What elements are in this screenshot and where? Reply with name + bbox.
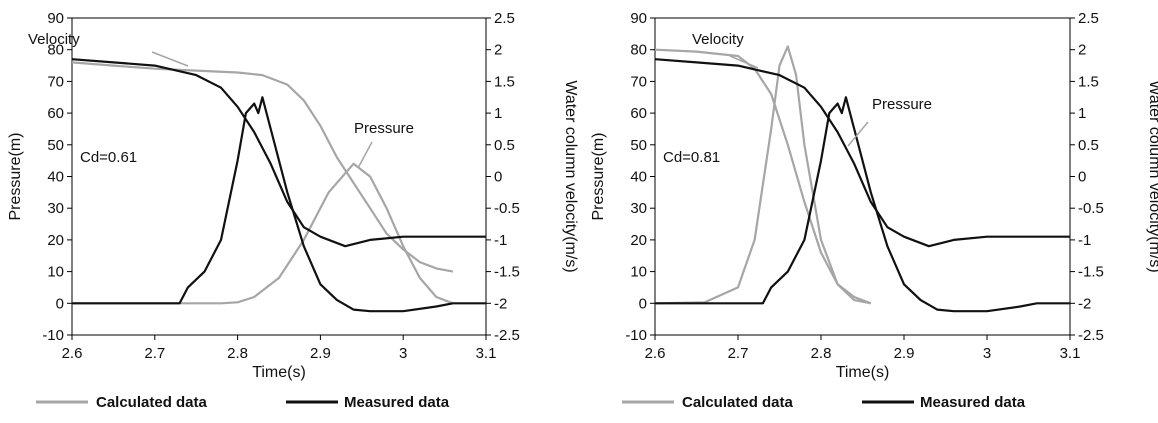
y2-tick-label: -1	[1078, 232, 1091, 249]
y2-tick-label: 2	[494, 42, 502, 59]
y2-tick-label: -1.5	[494, 264, 520, 281]
pressure-annotation: Pressure	[872, 96, 932, 113]
y2-axis-title: Water column velocity(m/s)	[562, 80, 579, 272]
y-tick-label: 60	[630, 105, 647, 122]
y2-tick-label: 2	[1078, 42, 1086, 59]
y-tick-label: 0	[56, 295, 64, 312]
y-tick-label: 80	[630, 42, 647, 59]
y2-tick-label: 1.5	[1078, 73, 1099, 90]
chart-panel-left: -10 0 10 20 30 40 50 60 70 80 90 -2.5 -2 -1.5 -1 -0.5 0 0…	[7, 10, 579, 411]
y-tick-label: 20	[47, 232, 64, 249]
discharge-coefficient-label: Cd=0.81	[663, 149, 720, 166]
series-line-calculated-pressure	[654, 45, 872, 305]
x-tick-label: 2.6	[645, 345, 666, 362]
y-axis-title: Pressure(m)	[7, 132, 24, 220]
y-tick-label: 40	[630, 169, 647, 186]
chart-panel-right: -10 0 10 20 30 40 50 60 70 80 90 -2.5 -2 -1.5 -1 -0.5 0 0…	[590, 10, 1158, 411]
y-tick-label: 70	[630, 73, 647, 90]
y2-tick-label: -0.5	[494, 200, 520, 217]
y2-tick-label: 1.5	[494, 73, 515, 90]
velocity-annotation-pointer	[151, 51, 189, 67]
x-tick-label: 2.8	[811, 345, 832, 362]
plot-frame	[71, 17, 487, 336]
series-line-measured-velocity	[71, 58, 486, 248]
y-tick-label: 30	[47, 200, 64, 217]
y-tick-label: 10	[630, 264, 647, 281]
y-tick-label: 40	[47, 169, 64, 186]
x-tick-label: 2.6	[62, 345, 83, 362]
series-line-measured-pressure	[655, 96, 1070, 313]
y2-tick-label: 0	[1078, 169, 1086, 186]
y2-axis-title: Water column velocity(m/s)	[1146, 80, 1158, 272]
y-tick-label: 80	[47, 42, 64, 59]
series-line-calculated-pressure	[72, 162, 454, 305]
x-tick-label: 3.1	[1060, 345, 1081, 362]
y-tick-label: 10	[47, 264, 64, 281]
x-tick-label: 2.7	[728, 345, 749, 362]
pressure-annotation: Pressure	[354, 120, 414, 137]
y2-tick-label: 2.5	[494, 10, 515, 27]
x-tick-label: 2.9	[894, 345, 915, 362]
y2-tick-label: 2.5	[1078, 10, 1099, 27]
pressure-annotation-pointer	[357, 141, 373, 169]
y-tick-label: 50	[47, 137, 64, 154]
y2-tick-label: 0	[494, 169, 502, 186]
y-axis-title: Pressure(m)	[590, 132, 607, 220]
y2-tick-label: -2	[494, 295, 507, 312]
y-tick-label: 90	[630, 10, 647, 27]
y-tick-label: 90	[47, 10, 64, 27]
y-tick-label: 50	[630, 137, 647, 154]
x-tick-label: 2.9	[310, 345, 331, 362]
x-tick-label: 3	[983, 345, 991, 362]
pressure-annotation-pointer	[847, 121, 869, 147]
y-tick-label: 30	[630, 200, 647, 217]
y-tick-label: 60	[47, 105, 64, 122]
y2-tick-label: 0.5	[1078, 137, 1099, 154]
series-line-calculated-velocity	[71, 61, 454, 273]
y-tick-label: 20	[630, 232, 647, 249]
velocity-annotation: Velocity	[28, 31, 80, 48]
y2-tick-label: -2.5	[494, 327, 520, 344]
legend-label-calculated: Calculated data	[682, 394, 794, 411]
discharge-coefficient-label: Cd=0.61	[80, 149, 137, 166]
legend-label-measured: Measured data	[344, 394, 450, 411]
velocity-annotation: Velocity	[692, 31, 744, 48]
y2-tick-label: -1.5	[1078, 264, 1104, 281]
series-line-calculated-velocity	[654, 48, 872, 305]
y2-tick-label: 0.5	[494, 137, 515, 154]
x-tick-label: 2.8	[227, 345, 248, 362]
series-line-measured-pressure	[72, 96, 486, 313]
x-axis-title: Time(s)	[252, 364, 306, 381]
x-tick-label: 2.7	[144, 345, 165, 362]
y2-tick-label: -2	[1078, 295, 1091, 312]
series-line-measured-velocity	[654, 58, 1070, 248]
y-tick-label: 0	[639, 295, 647, 312]
y2-tick-label: -2.5	[1078, 327, 1104, 344]
legend-label-measured: Measured data	[920, 394, 1026, 411]
y2-tick-label: 1	[1078, 105, 1086, 122]
x-tick-label: 3.1	[476, 345, 497, 362]
x-axis-title: Time(s)	[836, 364, 890, 381]
y2-tick-label: -0.5	[1078, 200, 1104, 217]
legend-label-calculated: Calculated data	[96, 394, 208, 411]
x-tick-label: 3	[399, 345, 407, 362]
velocity-annotation-pointer	[729, 55, 759, 69]
y2-tick-label: 1	[494, 105, 502, 122]
plot-frame	[654, 17, 1071, 336]
y2-tick-label: -1	[494, 232, 507, 249]
y-tick-label: 70	[47, 73, 64, 90]
y-tick-label: -10	[42, 327, 64, 344]
y-tick-label: -10	[625, 327, 647, 344]
